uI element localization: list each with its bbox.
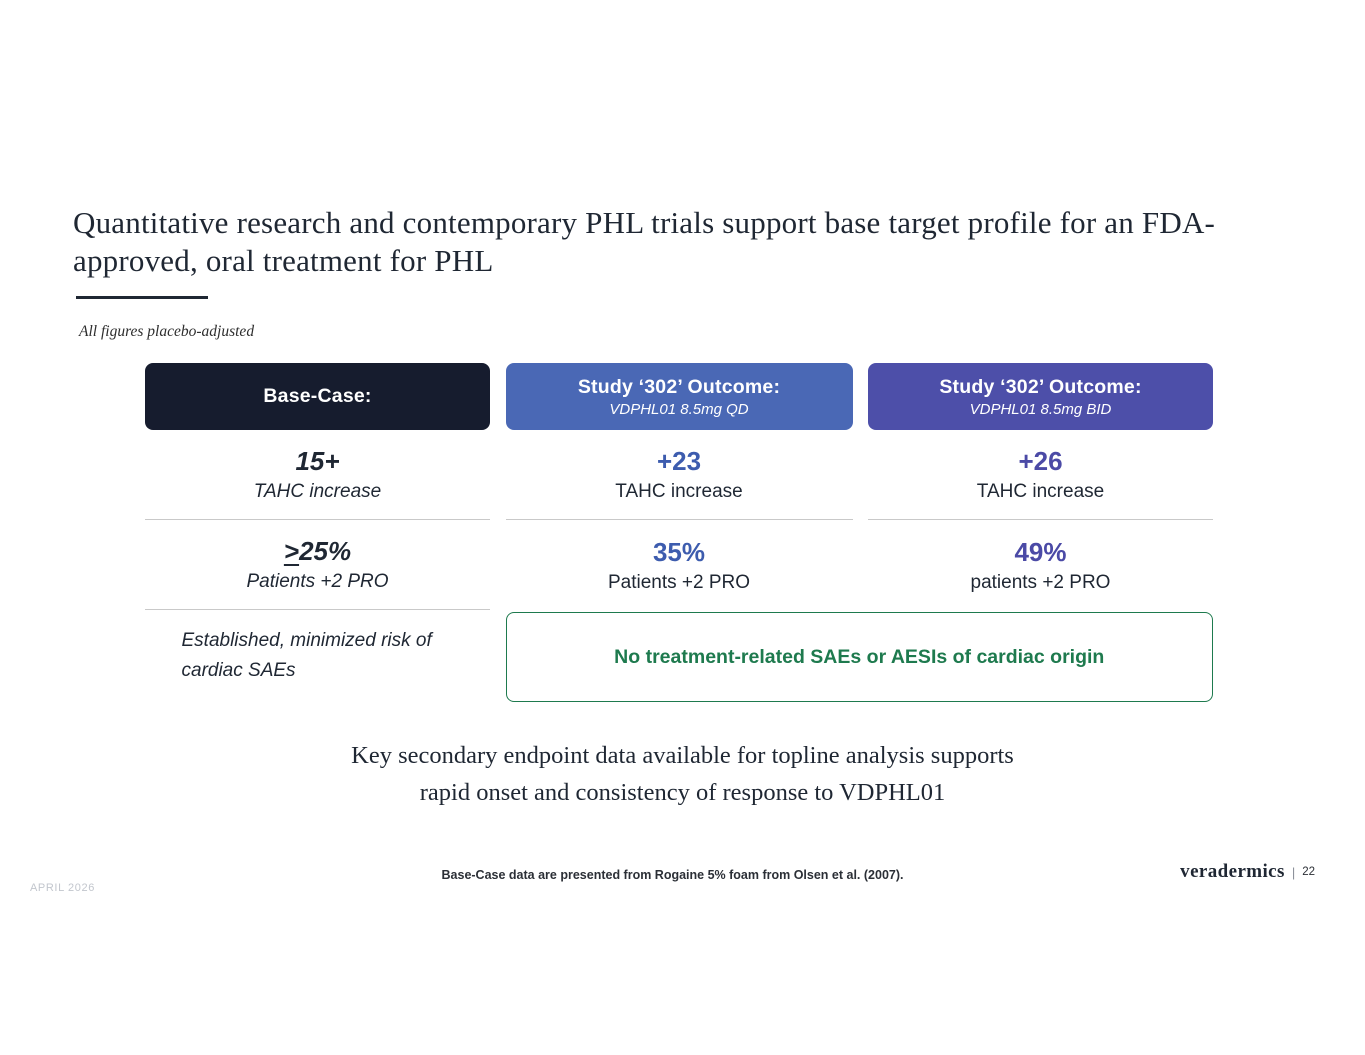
key-takeaway-line2: rapid onset and consistency of response … (419, 779, 946, 807)
column-header-study-302-bid: Study ‘302’ Outcome: VDPHL01 8.5mg BID (868, 363, 1213, 430)
metric-value: +26 (1018, 446, 1063, 476)
slide-title: Quantitative research and contemporary P… (73, 205, 1216, 279)
metric-pro-bid: 49% patients +2 PRO (868, 520, 1213, 610)
key-takeaway: Key secondary endpoint data available fo… (0, 737, 1365, 811)
metric-value: 35% (652, 536, 706, 567)
cardiac-risk-cell: Established, minimized risk of cardiac S… (145, 610, 490, 702)
metric-label: patients +2 PRO (970, 571, 1111, 593)
metric-label: TAHC increase (253, 481, 382, 502)
footer-brand: veradermics | 22 (1180, 861, 1315, 883)
footer-date: APRIL 2026 (30, 882, 95, 894)
metric-label: TAHC increase (615, 481, 743, 502)
cardiac-risk-text: Established, minimized risk of cardiac S… (181, 629, 432, 681)
column-header-subtitle: VDPHL01 8.5mg QD (609, 400, 749, 418)
column-header-base-case: Base-Case: (145, 363, 490, 430)
metric-value: >25% (284, 536, 351, 567)
column-header-label: Study ‘302’ Outcome: (577, 375, 781, 398)
column-header-study-302-qd: Study ‘302’ Outcome: VDPHL01 8.5mg QD (505, 363, 853, 430)
no-sae-callout-box: No treatment-related SAEs or AESIs of ca… (505, 612, 1213, 702)
title-underline-rule (76, 296, 208, 299)
metric-pro-qd: 35% Patients +2 PRO (506, 520, 853, 610)
comparison-table: Base-Case: Study ‘302’ Outcome: VDPHL01 … (145, 363, 1213, 702)
metric-label: TAHC increase (976, 481, 1105, 502)
key-takeaway-line1: Key secondary endpoint data available fo… (351, 742, 1014, 769)
column-header-subtitle: VDPHL01 8.5mg BID (969, 400, 1112, 418)
metric-label: Patients +2 PRO (246, 571, 389, 592)
brand-divider: | (1291, 864, 1296, 880)
metric-value-number: 25% (299, 536, 352, 566)
metric-tahc-bid: +26 TAHC increase (868, 430, 1213, 520)
page-number: 22 (1302, 866, 1315, 878)
metric-label: Patients +2 PRO (607, 571, 751, 593)
greater-equal-prefix: > (283, 536, 300, 566)
metric-tahc-base-case: 15+ TAHC increase (145, 430, 490, 520)
metric-value: +23 (656, 446, 702, 476)
column-header-label: Study ‘302’ Outcome: (939, 375, 1142, 398)
footer-citation: Base-Case data are presented from Rogain… (441, 868, 904, 882)
column-header-label: Base-Case: (263, 385, 372, 407)
placebo-adjusted-note: All figures placebo-adjusted (79, 323, 255, 340)
veradermics-logo: veradermics (1180, 861, 1285, 882)
metric-value: 15+ (295, 446, 340, 476)
metric-tahc-qd: +23 TAHC increase (505, 430, 853, 520)
no-sae-callout-text: No treatment-related SAEs or AESIs of ca… (614, 645, 1105, 668)
metric-value: 49% (1014, 536, 1067, 567)
metric-pro-base-case: >25% Patients +2 PRO (145, 520, 490, 610)
